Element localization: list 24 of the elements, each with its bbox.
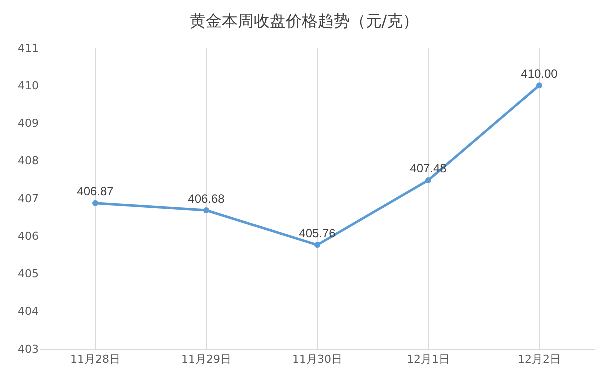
data-label: 406.87: [77, 184, 114, 199]
y-tick-label: 403: [18, 342, 39, 356]
x-tick-label: 12月2日: [518, 353, 561, 366]
data-label: 410.00: [521, 66, 558, 81]
data-label: 405.76: [299, 226, 336, 240]
point: [92, 200, 98, 206]
x-tick-label: 11月30日: [292, 353, 342, 366]
point: [426, 177, 432, 184]
point: [536, 82, 542, 89]
x-tick-label: 12月1日: [407, 353, 450, 366]
y-tick-label: 408: [18, 154, 39, 168]
y-tick-label: 405: [18, 268, 39, 281]
y-tick-label: 404: [18, 305, 39, 318]
x-tick-label: 11月28日: [70, 353, 120, 366]
y-tick-label: 410: [18, 79, 39, 92]
x-tick-label: 11月29日: [182, 353, 232, 366]
point: [314, 242, 320, 248]
y-tick-label: 406: [18, 230, 39, 243]
data-label: 406.68: [188, 192, 226, 206]
y-tick-label: 407: [18, 192, 39, 206]
point: [204, 208, 210, 214]
y-tick-label: 411: [18, 42, 39, 55]
y-tick-label: 409: [18, 117, 39, 130]
chart-title: 黄金本周收盘价格趋势（元/克）: [190, 12, 420, 31]
